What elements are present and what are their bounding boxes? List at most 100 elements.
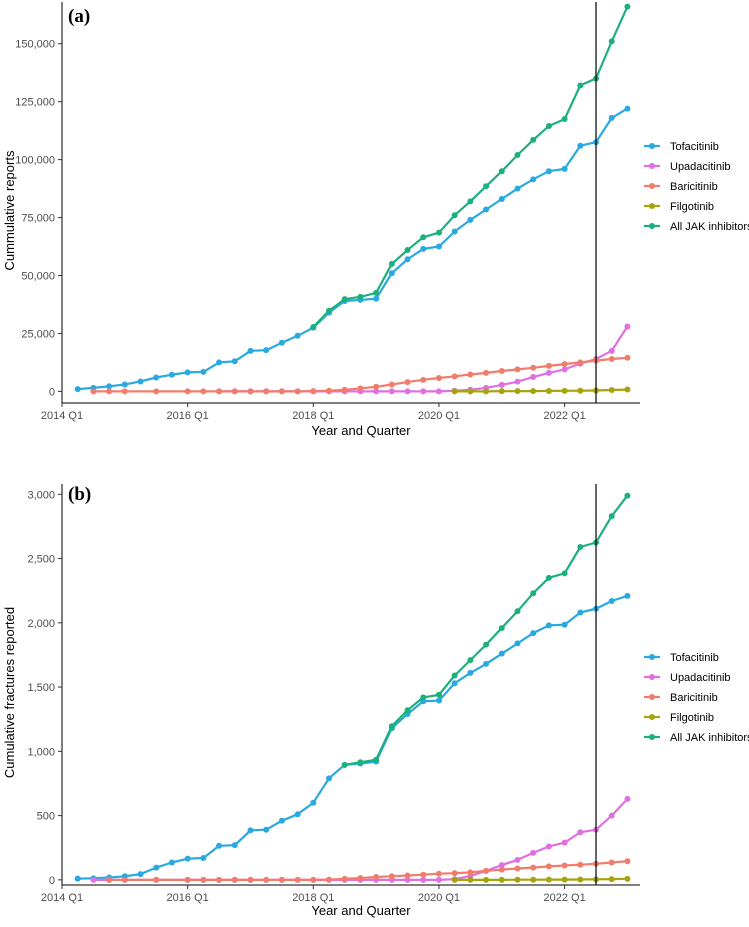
panel-b-point-baricitinib	[404, 872, 411, 879]
panel-b-point-tofacitinib	[137, 871, 144, 878]
panel-b-point-filgotinib	[608, 876, 615, 883]
panel-a-point-tofacitinib	[577, 142, 584, 149]
panel-b-point-baricitinib	[373, 874, 380, 881]
panel-a-panel-label: (a)	[68, 6, 90, 27]
panel-a-point-baricitinib	[263, 388, 270, 395]
panel-a-point-upadacitinib	[530, 374, 537, 381]
panel-a-legend-key-point	[649, 143, 655, 149]
panel-a-point-baricitinib	[310, 388, 317, 395]
panel-a-point-tofacitinib	[247, 347, 254, 354]
panel-b-point-tofacitinib	[200, 855, 207, 862]
panel-a-point-all-jak-inhibitors	[326, 307, 333, 314]
panel-b-point-baricitinib	[184, 876, 191, 883]
panel-b-point-tofacitinib	[294, 811, 301, 818]
panel-a-point-tofacitinib	[608, 114, 615, 121]
panel-a-point-tofacitinib	[545, 168, 552, 175]
panel-b-point-tofacitinib	[530, 630, 537, 637]
panel-a-point-tofacitinib	[624, 105, 631, 112]
panel-b-y-tick-label: 0	[49, 875, 55, 887]
panel-a-point-tofacitinib	[200, 368, 207, 375]
panel-b-point-all-jak-inhibitors	[420, 694, 427, 701]
panel-a-point-tofacitinib	[404, 256, 411, 263]
panel-b-point-all-jak-inhibitors	[373, 756, 380, 763]
panel-a-legend-label: Filgotinib	[670, 201, 714, 213]
panel-a-point-tofacitinib	[530, 176, 537, 183]
panel-a-point-filgotinib	[483, 388, 490, 395]
panel-a-y-tick-label: 25,000	[21, 328, 55, 340]
panel-b-point-baricitinib	[514, 865, 521, 872]
panel-b-point-upadacitinib	[530, 849, 537, 856]
panel-b-y-tick-label: 1,500	[27, 682, 55, 694]
panel-b-point-baricitinib	[106, 876, 113, 883]
panel-a-point-baricitinib	[388, 381, 395, 388]
panel-a-y-tick-label: 0	[49, 386, 55, 398]
panel-a-series-line-all-jak-inhibitors	[312, 6, 629, 328]
panel-b-legend-key-point	[649, 674, 655, 680]
panel-b-point-baricitinib	[498, 866, 505, 873]
panel-a-point-tofacitinib	[263, 347, 270, 354]
panel-b-x-tick-label: 2022 Q1	[544, 892, 586, 904]
panel-b-legend-label: Tofacitinib	[670, 652, 719, 664]
panel-b-point-all-jak-inhibitors	[357, 759, 364, 766]
panel-b-y-tick-label: 2,000	[27, 618, 55, 630]
panel-b-point-baricitinib	[483, 867, 490, 874]
panel-b-point-upadacitinib	[545, 843, 552, 850]
panel-a-point-upadacitinib	[624, 323, 631, 330]
panel-b-point-upadacitinib	[561, 839, 568, 846]
panel-b-point-all-jak-inhibitors	[545, 574, 552, 581]
panel-b-point-all-jak-inhibitors	[498, 624, 505, 631]
panel-b-point-tofacitinib	[168, 859, 175, 866]
panel-a-point-tofacitinib	[74, 386, 81, 393]
panel-b-legend-label: All JAK inhibitors	[670, 732, 749, 744]
panel-a-legend-key-point	[649, 163, 655, 169]
panel-b-point-baricitinib	[420, 871, 427, 878]
panel-b-point-upadacitinib	[514, 856, 521, 863]
panel-a-point-baricitinib	[435, 374, 442, 381]
panel-a-point-all-jak-inhibitors	[420, 234, 427, 241]
panel-b-point-baricitinib	[608, 859, 615, 866]
panel-a-point-upadacitinib	[435, 388, 442, 395]
panel-b-point-all-jak-inhibitors	[451, 672, 458, 679]
panel-b-point-tofacitinib	[231, 842, 238, 849]
panel-a-point-all-jak-inhibitors	[530, 136, 537, 143]
panel-b-point-baricitinib	[577, 861, 584, 868]
panel-b-point-filgotinib	[498, 876, 505, 883]
panel-a-legend-label: Upadacitinib	[670, 161, 731, 173]
panel-b-point-all-jak-inhibitors	[467, 657, 474, 664]
panel-b-point-upadacitinib	[435, 876, 442, 883]
panel-b-point-baricitinib	[153, 876, 160, 883]
panel-a-point-baricitinib	[90, 388, 97, 395]
panel-b-point-filgotinib	[514, 876, 521, 883]
panel-a-point-all-jak-inhibitors	[483, 183, 490, 190]
panel-a-point-filgotinib	[530, 388, 537, 395]
panel-b-point-tofacitinib	[278, 817, 285, 824]
panel-a-point-tofacitinib	[561, 165, 568, 172]
panel-b-point-all-jak-inhibitors	[608, 513, 615, 520]
panel-b-point-baricitinib	[530, 864, 537, 871]
panel-a-point-upadacitinib	[404, 388, 411, 395]
panel-b-point-baricitinib	[545, 863, 552, 870]
panel-b-y-tick-label: 500	[37, 811, 55, 823]
panel-b-point-baricitinib	[263, 876, 270, 883]
panel-b-point-upadacitinib	[90, 876, 97, 883]
panel-a-point-baricitinib	[153, 388, 160, 395]
panel-b-point-tofacitinib	[247, 827, 254, 834]
panel-b-point-baricitinib	[357, 875, 364, 882]
panel-a-legend-key-point	[649, 183, 655, 189]
panel-a-point-all-jak-inhibitors	[545, 123, 552, 130]
panel-b-point-tofacitinib	[451, 680, 458, 687]
panel-a-point-baricitinib	[247, 388, 254, 395]
panel-a-point-all-jak-inhibitors	[341, 296, 348, 303]
panel-a-point-baricitinib	[216, 388, 223, 395]
panel-a-point-filgotinib	[498, 388, 505, 395]
panel-a-point-baricitinib	[514, 366, 521, 373]
panel-b-point-tofacitinib	[435, 697, 442, 704]
panel-b-point-baricitinib	[121, 876, 128, 883]
panel-b-point-tofacitinib	[326, 775, 333, 782]
panel-a-point-all-jak-inhibitors	[373, 289, 380, 296]
panel-a-point-baricitinib	[420, 376, 427, 383]
panel-a-point-all-jak-inhibitors	[624, 3, 631, 10]
panel-a-point-tofacitinib	[168, 371, 175, 378]
panel-a-point-tofacitinib	[467, 216, 474, 223]
